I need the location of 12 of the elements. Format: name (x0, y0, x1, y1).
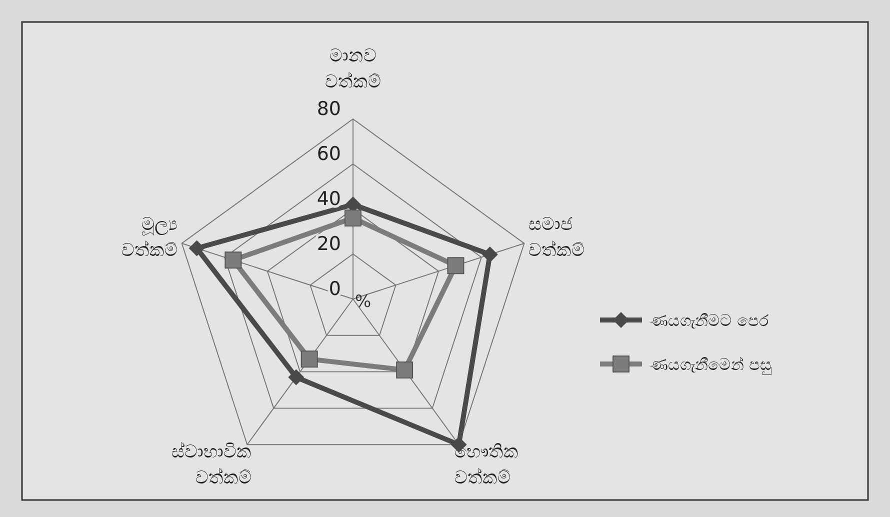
spoke-label: මානව වත්කම් (325, 46, 381, 93)
spoke-label: මූල්‍ය වත්කම් (122, 214, 178, 262)
spoke-label: ස්වාභාවික වත්කම් (171, 442, 252, 489)
spoke-label: භෞතික වත්කම් (454, 442, 519, 489)
spoke-label: සමාජ වත්කම් (528, 214, 584, 262)
y-tick-label: 20 (316, 233, 341, 255)
y-tick-label: 40 (316, 188, 341, 210)
y-tick-label: 60 (316, 143, 341, 165)
legend-label: ණයගැනීමෙන් පසු (650, 355, 772, 375)
text: % (355, 292, 372, 312)
legend-label: ණයගැනීමට පෙර (650, 311, 770, 330)
y-tick-label: 80 (316, 98, 341, 120)
